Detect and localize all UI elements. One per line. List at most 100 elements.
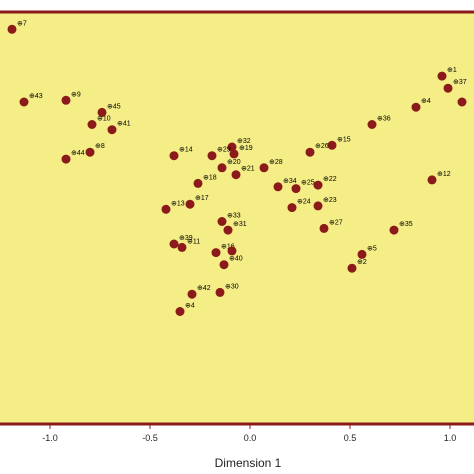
data-point-marker [389, 225, 399, 235]
data-point-marker [107, 125, 117, 135]
data-point-label: ⊕42 [197, 285, 211, 292]
data-point-label: ⊕1 [447, 67, 457, 74]
data-point [227, 246, 237, 256]
data-point-marker [347, 263, 357, 273]
data-point-marker [187, 289, 197, 299]
data-point-label: ⊕14 [179, 147, 193, 154]
data-point-label: ⊕31 [233, 221, 247, 228]
data-point-label: ⊕28 [269, 159, 283, 166]
data-point-marker [169, 239, 179, 249]
data-point: ⊕24 [287, 199, 311, 213]
data-point-label: ⊕45 [107, 103, 121, 110]
data-point: ⊕20 [217, 159, 241, 173]
data-point-label: ⊕21 [241, 166, 255, 173]
data-point-marker [231, 170, 241, 180]
data-point-marker [259, 163, 269, 173]
data-point: ⊕39 [169, 235, 193, 249]
data-point: ⊕1 [437, 67, 457, 81]
data-point: ⊕8 [85, 143, 105, 157]
data-point-label: ⊕27 [329, 219, 343, 226]
data-point: ⊕13 [161, 200, 185, 214]
data-point: ⊕10 [87, 116, 111, 129]
data-point: ⊕40 [219, 256, 243, 270]
data-point-label: ⊕30 [225, 283, 239, 290]
data-point-label: ⊕12 [437, 171, 451, 178]
x-tick-label: 0.0 [244, 433, 257, 443]
data-point-marker [215, 287, 225, 297]
data-point-label: ⊕39 [179, 235, 193, 242]
data-point-label: ⊕9 [71, 91, 81, 98]
data-point-marker [443, 83, 453, 93]
data-point: ⊕43 [19, 93, 43, 107]
data-point-marker [227, 142, 237, 152]
data-point-label: ⊕17 [195, 195, 209, 202]
data-point: ⊕4 [175, 303, 195, 316]
data-point: ⊕18 [193, 174, 217, 188]
data-point-label: ⊕16 [221, 244, 235, 251]
data-point-marker [7, 24, 17, 34]
data-point-marker [207, 151, 217, 161]
plot-area [0, 12, 474, 424]
data-point: ⊕37 [443, 79, 467, 93]
data-point-label: ⊕18 [203, 174, 217, 181]
data-point-label: ⊕44 [71, 150, 85, 157]
data-point: ⊕7 [7, 20, 27, 34]
data-point: ⊕41 [107, 121, 131, 135]
data-point: ⊕28 [259, 159, 283, 173]
data-point-marker [87, 120, 97, 129]
data-point-label: ⊕22 [323, 176, 337, 183]
x-tick-label: -0.5 [142, 433, 158, 443]
data-points: ⊕7 ⊕1 ⊕37 ⊕43 ⊕9 ⊕45 ⊕10 ⊕41 ⊕4 ⊕36 ⊕8 ⊕44 ⊕15 ⊕26 ⊕32… [7, 20, 467, 316]
data-point: ⊕36 [367, 116, 391, 129]
x-tick-label: 0.5 [344, 433, 357, 443]
data-point-marker [427, 175, 437, 185]
data-point: ⊕31 [223, 221, 247, 235]
data-point-label: ⊕33 [227, 213, 241, 220]
data-point-label: ⊕34 [283, 178, 297, 185]
data-point-label: ⊕24 [297, 199, 311, 206]
data-point: ⊕33 [217, 213, 241, 226]
data-point-label: ⊕41 [117, 121, 131, 128]
data-point-marker [211, 248, 221, 258]
data-point-label: ⊕43 [29, 93, 43, 100]
data-point-marker [217, 163, 227, 173]
data-point-label: ⊕15 [337, 136, 351, 143]
data-point-marker [457, 97, 467, 107]
data-point: ⊕5 [357, 245, 377, 259]
data-point: ⊕17 [185, 195, 209, 209]
x-axis-ticks: -1.0 -0.5 0.0 0.5 1.0 [42, 424, 456, 443]
data-point: ⊕25 [291, 180, 315, 194]
data-point: ⊕32 [227, 138, 251, 152]
data-point-marker [161, 204, 171, 214]
data-point-marker [437, 71, 447, 81]
data-point-marker [319, 223, 329, 233]
data-point-label: ⊕4 [185, 303, 195, 310]
data-point-marker [287, 203, 297, 213]
data-point: ⊕4 [411, 98, 431, 112]
data-point: ⊕45 [97, 103, 121, 117]
data-point-marker [305, 147, 315, 157]
data-point: ⊕35 [389, 221, 413, 235]
x-axis-title: Dimension 1 [215, 456, 282, 470]
data-point: ⊕9 [61, 91, 81, 105]
data-point: ⊕12 [427, 171, 451, 185]
data-point-label: ⊕35 [399, 221, 413, 228]
data-point: ⊕21 [231, 166, 255, 180]
data-point-marker [61, 154, 71, 164]
data-point-label: ⊕2 [357, 259, 367, 266]
data-point-label: ⊕29 [217, 147, 231, 154]
data-point-marker [291, 184, 301, 194]
data-point-label: ⊕8 [95, 143, 105, 150]
data-point: ⊕34 [273, 178, 297, 192]
data-point: ⊕11 [177, 238, 200, 252]
data-point: ⊕22 [313, 176, 337, 190]
data-point-marker [229, 149, 239, 159]
data-point: ⊕23 [313, 197, 337, 211]
data-point-marker [327, 140, 337, 150]
data-point-label: ⊕26 [315, 143, 329, 150]
data-point-marker [313, 201, 323, 211]
x-tick-label: -1.0 [42, 433, 58, 443]
data-point: ⊕30 [215, 283, 239, 297]
data-point-marker [223, 225, 233, 235]
